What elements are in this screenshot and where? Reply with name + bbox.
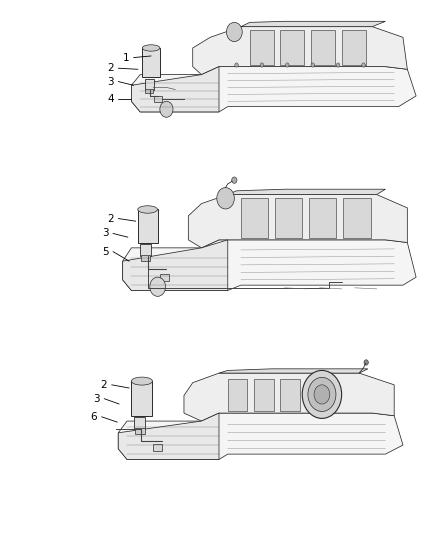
Bar bbox=[275, 198, 302, 238]
Bar bbox=[241, 198, 268, 238]
Text: 6: 6 bbox=[91, 412, 97, 422]
Bar bbox=[254, 379, 274, 411]
Circle shape bbox=[364, 360, 368, 365]
Circle shape bbox=[336, 63, 340, 67]
Circle shape bbox=[217, 188, 234, 209]
Ellipse shape bbox=[138, 206, 158, 213]
Ellipse shape bbox=[131, 377, 152, 385]
Circle shape bbox=[362, 63, 365, 67]
Bar bbox=[228, 379, 247, 411]
Polygon shape bbox=[219, 369, 368, 373]
Circle shape bbox=[160, 101, 173, 117]
Bar bbox=[250, 30, 274, 65]
Text: 5: 5 bbox=[102, 247, 109, 256]
Text: 3: 3 bbox=[102, 229, 109, 238]
Bar bbox=[145, 89, 153, 93]
Bar bbox=[280, 379, 300, 411]
Polygon shape bbox=[123, 240, 416, 290]
Bar bbox=[154, 96, 162, 102]
Circle shape bbox=[150, 277, 166, 296]
Bar bbox=[142, 48, 160, 77]
Polygon shape bbox=[193, 27, 407, 75]
Polygon shape bbox=[131, 67, 416, 112]
Bar bbox=[140, 244, 151, 256]
Circle shape bbox=[302, 370, 342, 418]
Text: 4: 4 bbox=[107, 94, 114, 103]
Text: 2: 2 bbox=[101, 380, 107, 390]
Polygon shape bbox=[241, 21, 385, 27]
Circle shape bbox=[232, 177, 237, 183]
Circle shape bbox=[308, 377, 336, 411]
Polygon shape bbox=[131, 67, 219, 112]
Bar bbox=[309, 198, 336, 238]
Text: 3: 3 bbox=[93, 394, 100, 403]
Ellipse shape bbox=[142, 45, 160, 51]
Bar bbox=[135, 428, 145, 434]
Bar bbox=[138, 209, 158, 243]
Bar bbox=[342, 30, 366, 65]
Circle shape bbox=[314, 385, 330, 404]
Polygon shape bbox=[123, 240, 228, 290]
Bar bbox=[131, 381, 152, 416]
Bar bbox=[141, 255, 150, 261]
Polygon shape bbox=[228, 189, 385, 195]
Circle shape bbox=[235, 63, 238, 67]
Circle shape bbox=[226, 22, 242, 42]
Circle shape bbox=[286, 63, 289, 67]
Text: 2: 2 bbox=[107, 63, 114, 73]
Text: 3: 3 bbox=[107, 77, 114, 86]
Bar bbox=[145, 79, 154, 90]
Bar bbox=[343, 198, 371, 238]
Polygon shape bbox=[184, 373, 394, 421]
Polygon shape bbox=[118, 413, 219, 459]
Bar bbox=[160, 274, 169, 281]
Circle shape bbox=[260, 63, 264, 67]
Polygon shape bbox=[188, 195, 407, 248]
Bar bbox=[134, 417, 145, 429]
Bar bbox=[311, 30, 335, 65]
Circle shape bbox=[311, 63, 314, 67]
Text: 1: 1 bbox=[123, 53, 129, 62]
Polygon shape bbox=[118, 413, 403, 459]
Bar bbox=[280, 30, 304, 65]
Bar bbox=[153, 444, 162, 451]
Text: 2: 2 bbox=[107, 214, 114, 223]
